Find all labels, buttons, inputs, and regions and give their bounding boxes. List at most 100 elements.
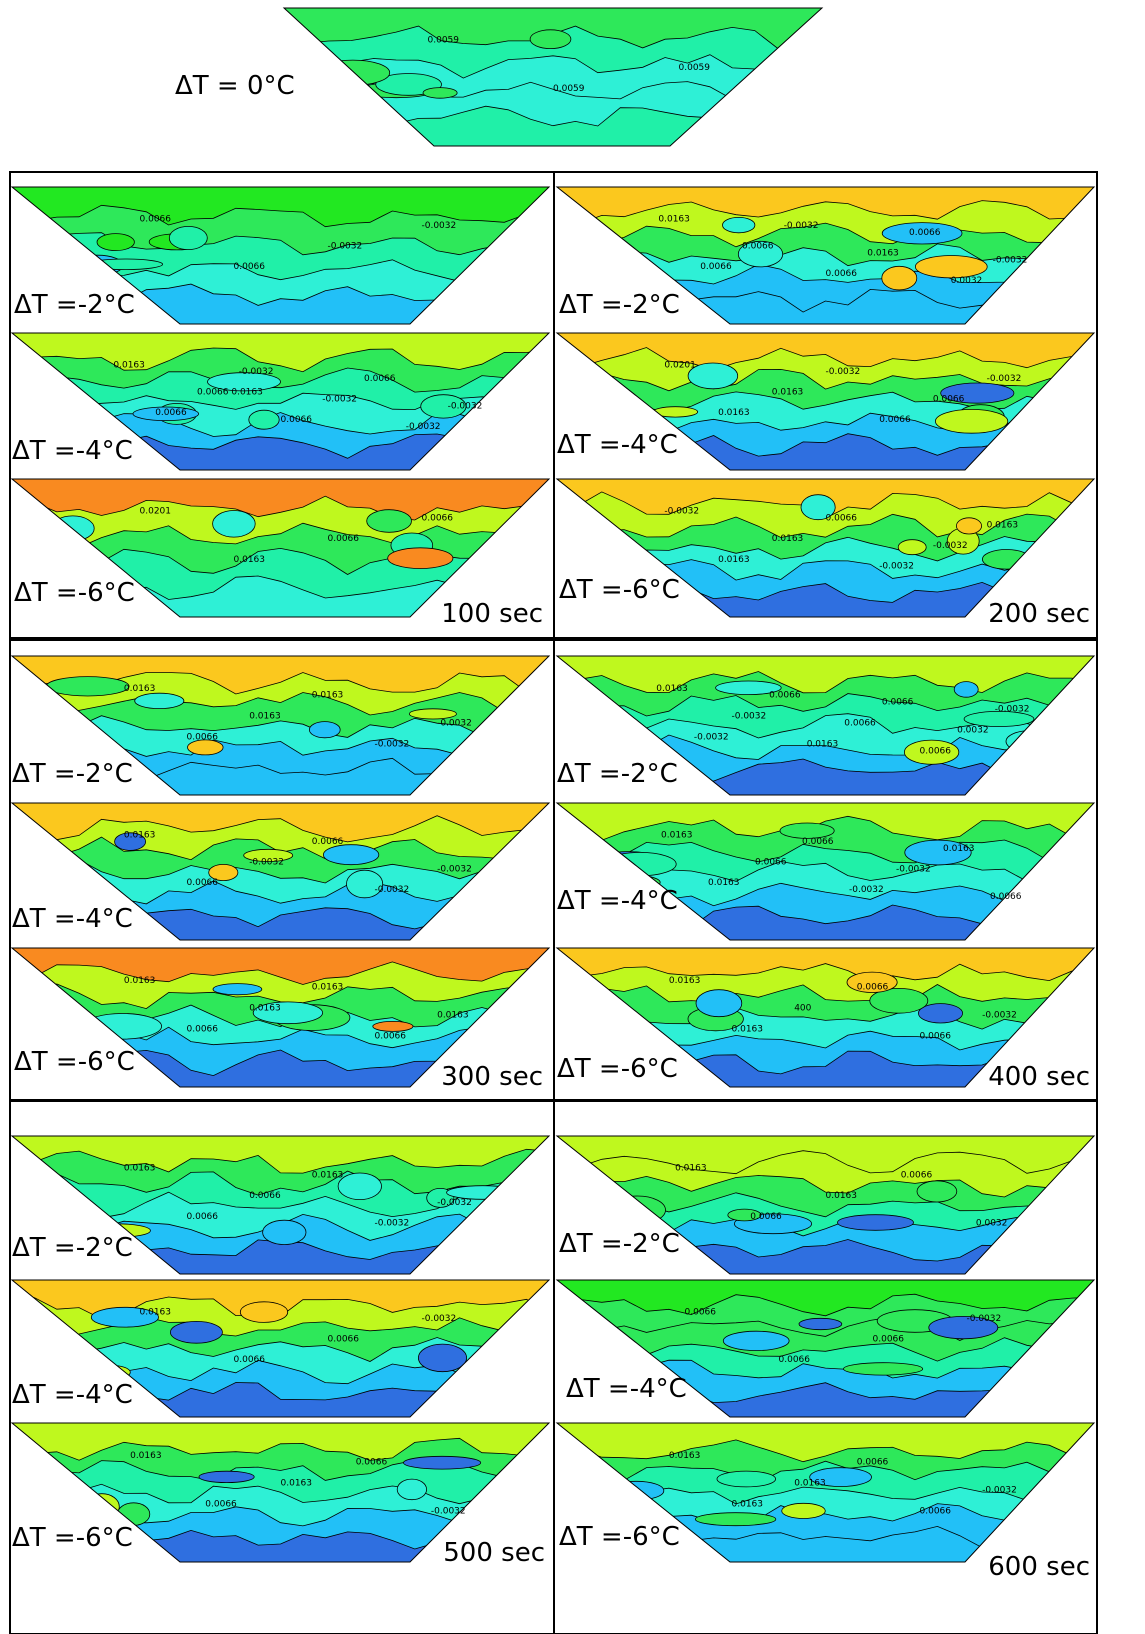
contour-blob <box>315 59 391 86</box>
contour-value-label: -0.0032 <box>967 1314 1002 1324</box>
contour-value-label: 0.0066 <box>364 374 396 384</box>
contour-blob <box>652 406 699 418</box>
contour-value-label: -0.0032 <box>933 541 968 551</box>
time-label: 600 sec <box>988 1552 1090 1582</box>
contour-value-label: 0.0163 <box>794 1479 826 1489</box>
contour-value-label: 0.0066 <box>755 858 787 868</box>
time-label: 400 sec <box>988 1062 1090 1092</box>
contour-blob <box>716 1470 776 1488</box>
contour-value-label: 0.0066 <box>187 732 219 742</box>
contour-value-label: -0.0032 <box>896 865 931 875</box>
contour-blob <box>252 1001 323 1025</box>
contour-blob <box>881 265 918 291</box>
contour-blob <box>914 255 988 279</box>
contour-value-label: 0.0163 <box>113 360 144 370</box>
panel-outline <box>10 1422 551 1563</box>
contour-panel: 0.0163 0.0066 0.0163 0.0066 0.0032 <box>555 1135 1096 1275</box>
contour-value-label: 0.0066 <box>422 513 454 523</box>
group-frame <box>553 1100 1098 1634</box>
contour-blob <box>243 848 294 862</box>
contour-blob <box>904 839 972 866</box>
contour-blob <box>346 869 384 899</box>
frames-layer <box>9 171 1098 1634</box>
contour-value-label: 0.0066 <box>909 228 941 238</box>
contour-blob <box>869 987 929 1014</box>
dt-label: ΔT =-2°C <box>12 1233 133 1263</box>
panel-outline <box>10 186 551 325</box>
group-frame <box>553 171 1098 639</box>
panel-outline <box>10 332 551 471</box>
dt-label: ΔT =-4°C <box>12 1380 133 1410</box>
contour-blob <box>722 1330 790 1352</box>
contour-blob <box>417 1343 467 1373</box>
contour-blob <box>134 692 185 710</box>
contour-value-label: 0.0066 <box>140 214 172 224</box>
contour-blob <box>529 29 572 50</box>
contour-panel: 0.0059 0.0059 0.0059 <box>282 7 824 147</box>
contour-blob <box>239 1301 289 1323</box>
contour-value-label: 0.0066 <box>187 1024 219 1034</box>
contour-value-label: 0.0066 <box>802 837 834 847</box>
contour-value-label: 0.0163 <box>312 1170 344 1180</box>
contour-blob <box>403 1455 482 1470</box>
contour-blob <box>956 517 983 535</box>
contour-value-label: -0.0032 <box>375 885 410 895</box>
panel-outline <box>555 947 1096 1088</box>
contour-value-label: 0.0163 <box>867 249 899 259</box>
contour-value-label: 0.0163 <box>130 1451 162 1461</box>
contour-blob <box>982 549 1032 570</box>
contour-value-label: 0.0066 <box>205 1499 237 1509</box>
top-dt-label: ΔT = 0°C <box>175 71 295 101</box>
panel-outline <box>10 1279 551 1418</box>
contour-blob <box>408 708 457 720</box>
contour-blob <box>737 240 784 268</box>
contour-value-label: 0.0066 <box>882 698 914 708</box>
contour-value-label: 0.0163 <box>669 976 701 986</box>
contour-value-label: -0.0032 <box>322 395 357 405</box>
contour-value-label: 0.0066 <box>234 1355 266 1365</box>
contour-blob <box>322 844 380 866</box>
contour-value-label: -0.0032 <box>987 374 1022 384</box>
contour-blob <box>603 851 677 877</box>
contour-value-label: -0.0032 <box>406 422 441 432</box>
dt-label: ΔT =-6°C <box>14 1047 135 1077</box>
contour-value-label: 0.0059 <box>428 36 460 46</box>
contour-blob <box>1005 730 1056 753</box>
contour-blob <box>87 258 163 271</box>
contour-value-label: -0.0032 <box>879 562 914 572</box>
contour-blob <box>132 406 199 422</box>
panel-outline <box>555 1422 1096 1563</box>
contour-value-label: 0.0066 <box>879 415 911 425</box>
contour-blob <box>90 1306 159 1328</box>
contour-blob <box>918 1003 964 1024</box>
panel-outline <box>555 1279 1096 1418</box>
contour-value-label: 0.0066 <box>742 242 774 252</box>
contour-value-label: 400 <box>794 1004 811 1014</box>
contour-blob <box>96 233 135 252</box>
panel-outline <box>555 655 1096 796</box>
contour-value-label: -0.0032 <box>849 885 884 895</box>
contour-value-label: 0.0163 <box>312 691 344 701</box>
contour-blob <box>337 1172 382 1201</box>
panel-outline <box>10 1135 551 1275</box>
contour-blob <box>715 680 782 696</box>
dt-label: ΔT =-2°C <box>14 290 135 320</box>
dt-label: ΔT =-2°C <box>557 759 678 789</box>
dt-label: ΔT =-4°C <box>566 1374 687 1404</box>
contour-value-label: 0.0059 <box>679 63 711 73</box>
contour-value-label: -0.0032 <box>694 732 729 742</box>
contour-value-label: 0.0066 <box>750 1212 782 1222</box>
contour-value-label: 0.0163 <box>718 408 750 418</box>
contour-value-label: -0.0032 <box>249 858 284 868</box>
contour-value-label: 0.0163 <box>656 684 688 694</box>
contour-value-label: 0.0066 <box>155 408 187 418</box>
dt-label: ΔT =-6°C <box>559 1522 680 1552</box>
contour-value-label: 0.0163 <box>732 1499 764 1509</box>
contour-value-label: 0.0066 <box>375 1031 407 1041</box>
contour-value-label: 0.0032 <box>976 1219 1008 1229</box>
contour-value-label: 0.0163 <box>234 555 266 565</box>
panel-outline <box>555 802 1096 941</box>
panel-outline <box>555 332 1096 471</box>
contour-value-label: 0.0163 <box>987 520 1019 530</box>
